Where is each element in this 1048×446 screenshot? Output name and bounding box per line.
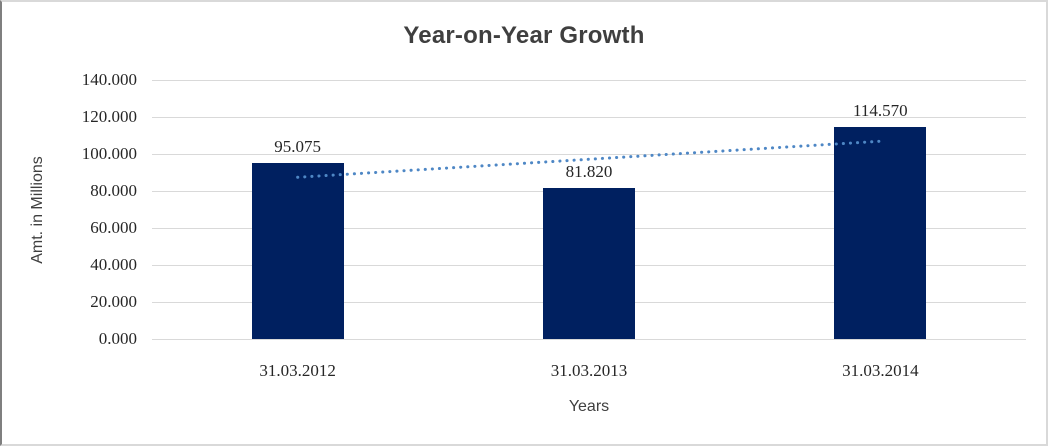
- data-label: 114.570: [853, 101, 908, 121]
- y-tick-label: 20.000: [90, 292, 137, 311]
- y-tick-label: 0.000: [98, 329, 137, 348]
- gridline: [152, 339, 1026, 340]
- y-tick-label: 120.000: [81, 107, 137, 126]
- data-label: 95.075: [274, 137, 322, 157]
- x-tick-label: 31.03.2013: [550, 361, 628, 380]
- x-tick-label: 31.03.2012: [259, 361, 336, 380]
- y-tick-label: 80.000: [90, 181, 137, 200]
- bar-31.03.2013: [543, 187, 635, 339]
- gridline: [152, 117, 1026, 118]
- y-tick-label: 140.000: [81, 70, 137, 89]
- x-tick-label: 31.03.2014: [842, 361, 919, 380]
- y-axis-title: Amt. in Millions: [29, 156, 46, 264]
- y-tick-label: 100.000: [81, 144, 137, 163]
- data-label: 81.820: [565, 161, 613, 181]
- y-tick-label: 60.000: [90, 218, 137, 237]
- chart-title: Year-on-Year Growth: [403, 22, 645, 49]
- bar-31.03.2014: [834, 127, 927, 339]
- plot-area: 0.000 20.000 40.000 60.000 80.000 100.000 120.…: [82, 70, 1026, 380]
- x-axis-title: Years: [568, 398, 610, 415]
- bar-31.03.2012: [251, 163, 344, 339]
- gridline: [152, 80, 1026, 81]
- y-tick-label: 40.000: [90, 255, 137, 274]
